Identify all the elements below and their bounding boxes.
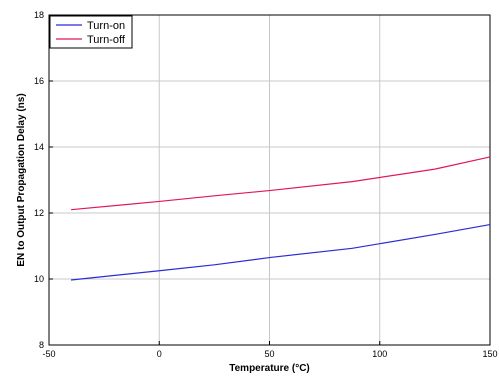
y-tick-label: 14 (34, 142, 44, 152)
x-axis-title: Temperature (°C) (229, 363, 310, 374)
x-tick-label: 0 (157, 349, 162, 359)
x-tick-label: -50 (42, 349, 55, 359)
legend: Turn-on Turn-off (49, 15, 133, 49)
series-line-turn-on (70, 223, 491, 281)
y-axis-title: EN to Output Propagation Delay (ns) (16, 93, 27, 266)
y-tick-label: 10 (34, 274, 44, 284)
grid (48, 14, 491, 346)
x-tick-label: 100 (372, 349, 387, 359)
x-tick-label: 150 (482, 349, 497, 359)
legend-box (49, 15, 133, 49)
y-tick-label: 12 (34, 208, 44, 218)
series-line-turn-off (70, 156, 491, 211)
legend-label: Turn-on (87, 20, 125, 32)
series-layer (70, 156, 491, 281)
y-tick-label: 18 (34, 10, 44, 20)
y-tick-label: 16 (34, 76, 44, 86)
plot-frame (48, 14, 491, 346)
y-tick-label: 8 (39, 340, 44, 350)
y-tick-labels: 8 10 12 14 16 18 (34, 10, 44, 350)
legend-label: Turn-off (87, 34, 126, 46)
x-tick-labels: -50 0 50 100 150 (42, 349, 497, 359)
x-tick-label: 50 (264, 349, 274, 359)
